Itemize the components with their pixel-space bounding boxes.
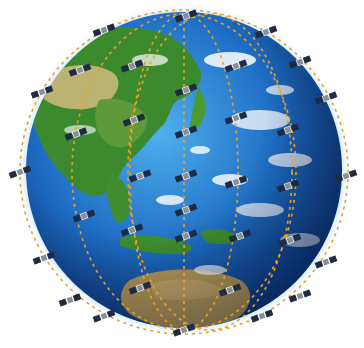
satellite-icon [254,25,278,39]
satellite-icon [174,125,198,139]
satellite-icon [68,63,92,77]
satellite-icon [314,255,338,269]
satellite-icon [288,55,312,69]
satellite-icon [128,169,152,183]
satellite-icon [174,83,198,97]
satellite-constellation [8,9,358,337]
satellite-icon [174,9,198,23]
satellite-icon [228,229,252,243]
satellite-icon [172,323,196,337]
satellite-icon [120,223,144,237]
satellite-icon [276,123,300,137]
satellite-icon [120,59,144,73]
satellite-icon [334,169,358,183]
satellite-icon [278,233,302,247]
satellite-icon [224,59,248,73]
satellite-icon [224,111,248,125]
satellite-icon [218,283,242,297]
satellite-icon [174,203,198,217]
satellite-icon [92,309,116,323]
satellite-icon [288,289,312,303]
satellite-icon [224,175,248,189]
satellite-icon [174,169,198,183]
orbit-ring-1 [71,13,297,331]
satellite-icon [174,229,198,243]
satellite-icon [30,85,54,99]
satellite-icon [92,23,116,37]
satellite-icon [72,209,96,223]
orbit-ring-4 [127,13,293,331]
satellite-icon [64,127,88,141]
satellite-icon [8,165,32,179]
satellite-icon [58,293,82,307]
satellite-icon [314,91,338,105]
satellite-icon [32,251,56,265]
satellite-icon [128,281,152,295]
satellite-icon [276,179,300,193]
satellite-icon [250,309,274,323]
satellite-icon [122,113,146,127]
